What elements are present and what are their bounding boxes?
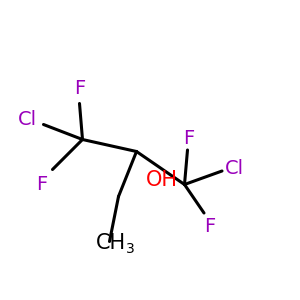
- Text: Cl: Cl: [224, 158, 244, 178]
- Text: CH: CH: [96, 233, 126, 253]
- Text: F: F: [204, 217, 216, 236]
- Text: Cl: Cl: [17, 110, 37, 130]
- Text: F: F: [36, 175, 48, 194]
- Text: F: F: [74, 79, 85, 98]
- Text: F: F: [183, 128, 195, 148]
- Text: OH: OH: [146, 170, 178, 190]
- Text: 3: 3: [126, 242, 135, 256]
